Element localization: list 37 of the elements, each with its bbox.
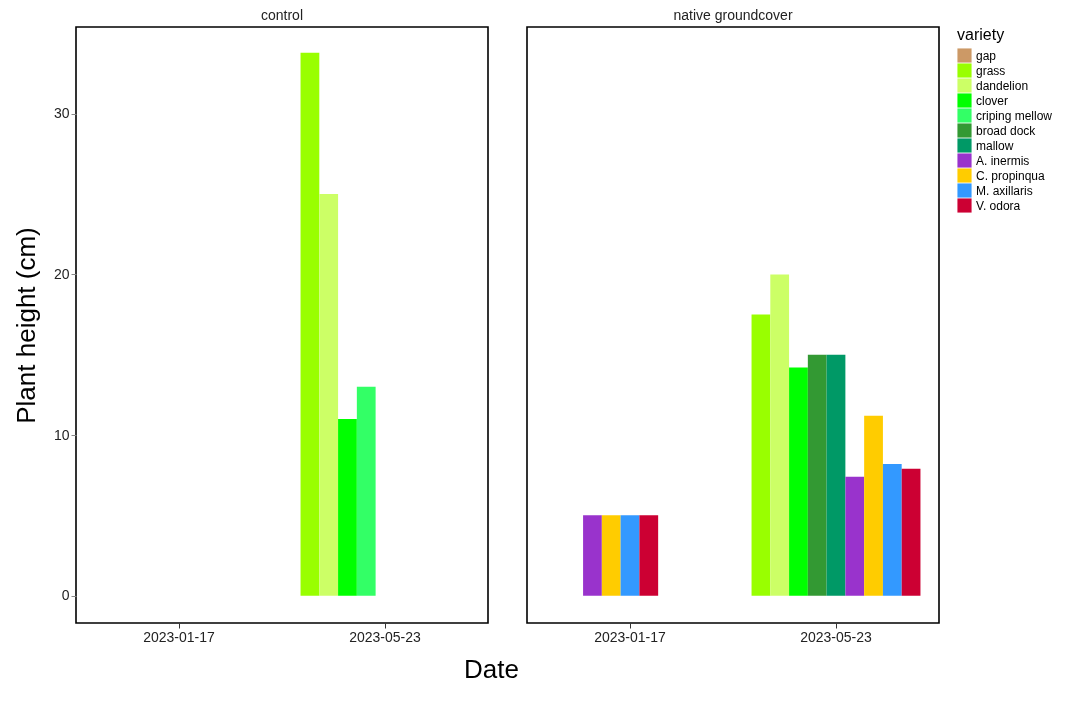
legend-label: mallow xyxy=(976,138,1014,153)
x-tick-label: 2023-05-23 xyxy=(349,628,422,645)
y-tick-label: 30 xyxy=(53,105,70,122)
y-tick-label: 10 xyxy=(53,426,70,443)
bar xyxy=(807,354,827,596)
y-axis-title: Plant height (cm) xyxy=(10,227,41,424)
bar xyxy=(770,274,790,596)
x-tick-label: 2023-05-23 xyxy=(800,628,873,645)
bar xyxy=(864,415,883,596)
legend-label: C. propinqua xyxy=(976,168,1046,183)
legend-label: criping mellow xyxy=(976,108,1053,123)
bar xyxy=(882,463,902,596)
bar xyxy=(639,515,659,596)
bar xyxy=(845,476,865,596)
legend-label: dandelion xyxy=(976,78,1029,93)
legend-label: grass xyxy=(976,63,1006,78)
legend-title: variety xyxy=(957,26,1005,43)
bar xyxy=(901,468,921,596)
legend-label: clover xyxy=(976,93,1009,108)
x-tick-label: 2023-01-17 xyxy=(594,628,667,645)
x-tick-label: 2023-01-17 xyxy=(143,628,216,645)
legend-label: broad dock xyxy=(976,123,1037,138)
bar xyxy=(751,314,771,596)
legend-label: gap xyxy=(976,48,997,63)
bar xyxy=(583,515,602,596)
legend-label: A. inermis xyxy=(976,153,1030,168)
chart-title: control xyxy=(260,7,304,23)
legend-label: M. axillaris xyxy=(976,183,1033,198)
bar xyxy=(620,515,640,596)
bar xyxy=(601,515,621,596)
x-axis-title: Date xyxy=(464,653,519,684)
chart-title: native groundcover xyxy=(673,7,793,23)
bar xyxy=(826,354,846,596)
y-tick-label: 20 xyxy=(53,265,70,282)
legend-label: V. odora xyxy=(976,198,1021,213)
bar xyxy=(789,367,808,596)
y-tick-label: 0 xyxy=(61,587,70,604)
